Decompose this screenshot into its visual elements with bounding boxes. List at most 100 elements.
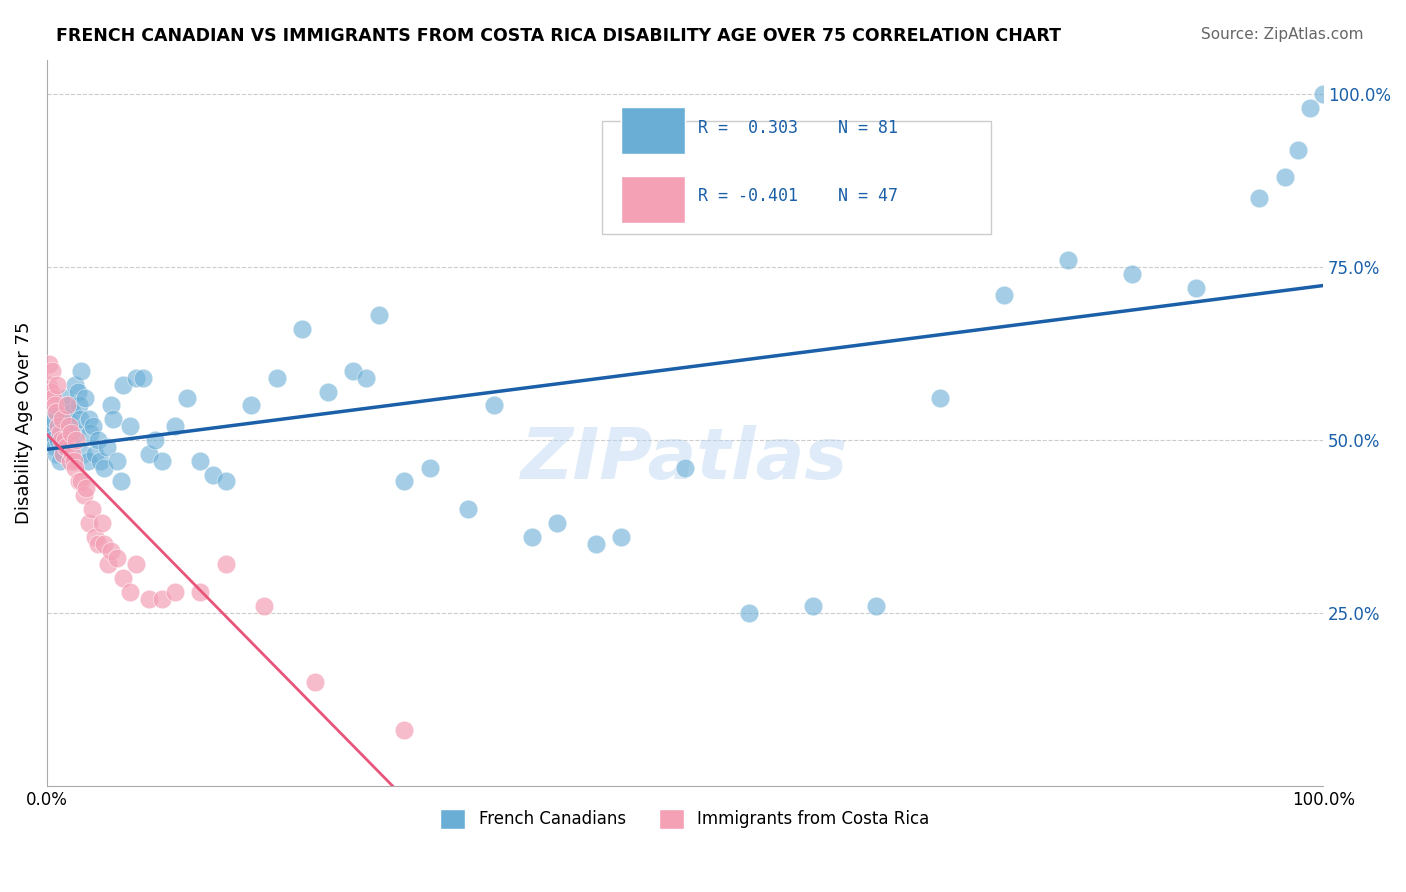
Point <box>112 377 135 392</box>
Point <box>110 475 132 489</box>
Point <box>42 412 65 426</box>
Point <box>394 475 416 489</box>
Point <box>63 460 86 475</box>
Text: Source: ZipAtlas.com: Source: ZipAtlas.com <box>1201 27 1364 42</box>
Point <box>291 322 314 336</box>
Point <box>49 433 72 447</box>
Point <box>118 585 141 599</box>
Point <box>673 460 696 475</box>
Point <box>266 370 288 384</box>
Point <box>59 433 82 447</box>
Point <box>55 440 77 454</box>
Point <box>93 460 115 475</box>
Point <box>56 412 79 426</box>
Point <box>82 419 104 434</box>
Point <box>1184 281 1206 295</box>
Point <box>865 599 887 613</box>
FancyBboxPatch shape <box>621 107 685 154</box>
Point <box>75 392 97 406</box>
Point <box>1057 253 1080 268</box>
Point <box>738 606 761 620</box>
Point <box>125 558 148 572</box>
Point <box>90 516 112 530</box>
Point <box>67 398 90 412</box>
Y-axis label: Disability Age Over 75: Disability Age Over 75 <box>15 321 32 524</box>
Point <box>84 447 107 461</box>
Text: FRENCH CANADIAN VS IMMIGRANTS FROM COSTA RICA DISABILITY AGE OVER 75 CORRELATION: FRENCH CANADIAN VS IMMIGRANTS FROM COSTA… <box>56 27 1062 45</box>
Point <box>103 412 125 426</box>
Point <box>59 454 82 468</box>
Point <box>66 384 89 399</box>
Legend: French Canadians, Immigrants from Costa Rica: French Canadians, Immigrants from Costa … <box>433 802 936 836</box>
Point <box>48 433 70 447</box>
Point <box>138 592 160 607</box>
Point <box>41 364 63 378</box>
Point <box>45 447 67 461</box>
Point <box>48 426 70 441</box>
Point <box>62 447 84 461</box>
Point <box>60 419 83 434</box>
Point <box>1249 191 1271 205</box>
Point <box>214 558 236 572</box>
Point <box>304 675 326 690</box>
Point <box>214 475 236 489</box>
Point <box>93 537 115 551</box>
Point <box>39 384 62 399</box>
Point <box>62 405 84 419</box>
Point <box>80 502 103 516</box>
Point <box>87 537 110 551</box>
Point <box>201 467 224 482</box>
Point <box>1274 170 1296 185</box>
Point <box>801 599 824 613</box>
Point <box>79 426 101 441</box>
Point <box>394 723 416 738</box>
Point <box>77 516 100 530</box>
Point <box>65 433 87 447</box>
Point <box>55 440 77 454</box>
Point <box>63 377 86 392</box>
Point <box>38 357 60 371</box>
Point <box>58 419 80 434</box>
Point <box>96 440 118 454</box>
Point <box>457 502 479 516</box>
Point <box>53 433 76 447</box>
Point <box>62 454 84 468</box>
Point <box>56 398 79 412</box>
Point <box>929 392 952 406</box>
FancyBboxPatch shape <box>621 176 685 223</box>
Point <box>482 398 505 412</box>
Point <box>150 592 173 607</box>
Point <box>44 398 66 412</box>
Point <box>188 454 211 468</box>
Point <box>112 571 135 585</box>
Point <box>67 475 90 489</box>
Point <box>125 370 148 384</box>
Point <box>76 454 98 468</box>
Point <box>105 550 128 565</box>
Point <box>97 558 120 572</box>
Point <box>1299 101 1322 115</box>
Point <box>176 392 198 406</box>
Point <box>520 530 543 544</box>
Point <box>52 447 75 461</box>
Point <box>77 412 100 426</box>
Point <box>37 377 59 392</box>
Point <box>46 377 69 392</box>
Point <box>69 412 91 426</box>
Point <box>993 287 1015 301</box>
Point <box>51 426 73 441</box>
Point <box>41 433 63 447</box>
Point <box>1312 87 1334 102</box>
Point <box>73 488 96 502</box>
Point <box>585 537 607 551</box>
Point <box>188 585 211 599</box>
Point <box>72 447 94 461</box>
Point <box>70 364 93 378</box>
Point <box>354 370 377 384</box>
Point <box>46 405 69 419</box>
Point <box>45 405 67 419</box>
Point <box>367 309 389 323</box>
Point <box>87 433 110 447</box>
Point <box>44 440 66 454</box>
Point <box>65 426 87 441</box>
